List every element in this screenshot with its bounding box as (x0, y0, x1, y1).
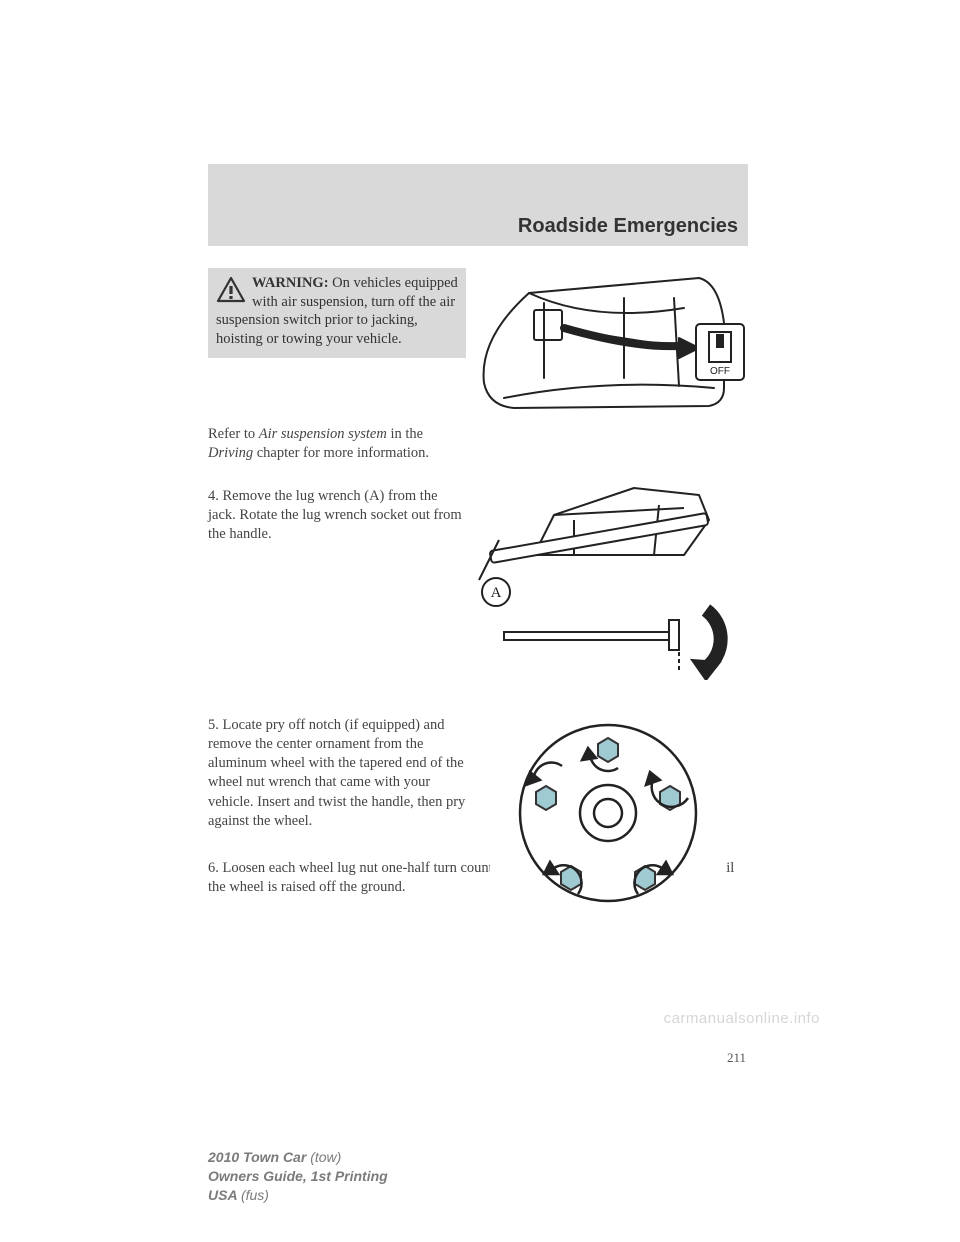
warning-box: WARNING: On vehicles equipped with air s… (208, 268, 466, 358)
footer-code: (tow) (310, 1149, 341, 1165)
page-number: 211 (727, 1050, 746, 1066)
paragraph-step-5: 5. Locate pry off notch (if equipped) an… (208, 716, 470, 831)
footer: 2010 Town Car (tow) Owners Guide, 1st Pr… (208, 1148, 388, 1205)
figure-wheel-hub (490, 718, 726, 908)
text-italic: Driving (208, 445, 253, 461)
text-span: Refer to (208, 426, 259, 442)
paragraph-refer: Refer to Air suspension system in the Dr… (208, 425, 466, 463)
figure-trunk-switch: OFF (474, 268, 746, 423)
watermark: carmanualsonline.info (664, 1010, 820, 1027)
switch-off-label: OFF (710, 366, 730, 377)
footer-region-code: (fus) (241, 1187, 269, 1203)
page-title: Roadside Emergencies (208, 215, 748, 238)
warning-label: WARNING: (252, 275, 329, 291)
footer-model: 2010 Town Car (208, 1149, 310, 1165)
text-italic: Air suspension system (259, 426, 387, 442)
callout-a: A (491, 585, 502, 601)
text-span: chapter for more information. (253, 445, 429, 461)
figure-jack-wrench: A (474, 480, 746, 680)
warning-icon (216, 276, 246, 304)
text-span: in the (387, 426, 423, 442)
paragraph-step-4: 4. Remove the lug wrench (A) from the ja… (208, 487, 466, 544)
footer-guide: Owners Guide, 1st Printing (208, 1168, 388, 1184)
footer-region: USA (208, 1187, 241, 1203)
